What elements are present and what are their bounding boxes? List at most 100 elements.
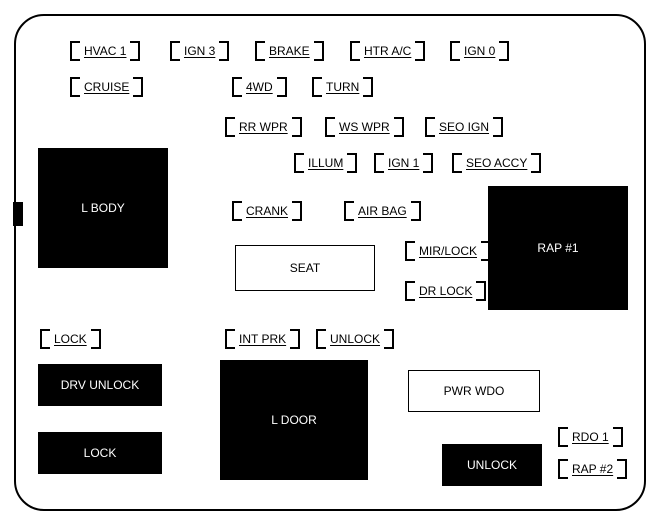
bracket-right-icon [493,117,503,137]
bracket-left-icon [170,41,180,61]
relay-block-drvunlock: DRV UNLOCK [38,364,162,406]
bracket-left-icon [232,77,242,97]
fuse-label: TURN [326,80,359,94]
relay-block-rap1: RAP #1 [488,186,628,310]
fuse-label: SEO IGN [439,120,489,134]
bracket-left-icon [316,329,326,349]
bracket-left-icon [558,427,568,447]
bracket-left-icon [70,77,80,97]
relay-label: DRV UNLOCK [61,378,139,392]
bracket-left-icon [558,459,568,479]
relay-block-seat: SEAT [235,245,375,291]
fuse-slot-ign3: IGN 3 [170,42,229,60]
bracket-left-icon [450,41,460,61]
bracket-right-icon [292,201,302,221]
relay-label: LOCK [84,446,117,460]
relay-label: L DOOR [271,413,317,427]
bracket-right-icon [384,329,394,349]
relay-label: PWR WDO [444,384,505,398]
bracket-right-icon [499,41,509,61]
fuse-slot-4wd: 4WD [232,78,287,96]
bracket-left-icon [425,117,435,137]
bracket-right-icon [292,117,302,137]
fuse-slot-mirlock: MIR/LOCK [405,242,491,260]
fuse-label: BRAKE [269,44,310,58]
bracket-right-icon [91,329,101,349]
bracket-right-icon [423,153,433,173]
bracket-left-icon [350,41,360,61]
fuse-label: HVAC 1 [84,44,126,58]
relay-block-unlock2: UNLOCK [442,444,542,486]
fuse-label: MIR/LOCK [419,244,477,258]
fuse-slot-seoign: SEO IGN [425,118,503,136]
bracket-right-icon [290,329,300,349]
bracket-right-icon [314,41,324,61]
bracket-left-icon [294,153,304,173]
fuse-slot-htrac: HTR A/C [350,42,425,60]
relay-block-lock2: LOCK [38,432,162,474]
bracket-right-icon [394,117,404,137]
fuse-slot-hvac1: HVAC 1 [70,42,140,60]
bracket-right-icon [347,153,357,173]
fuse-slot-airbag: AIR BAG [344,202,421,220]
bracket-right-icon [277,77,287,97]
fuse-label: RR WPR [239,120,288,134]
fuse-slot-ign0: IGN 0 [450,42,509,60]
fuse-slot-illum: ILLUM [294,154,357,172]
fuse-label: IGN 1 [388,156,419,170]
fuse-label: IGN 3 [184,44,215,58]
fuse-slot-turn: TURN [312,78,373,96]
fuse-label: 4WD [246,80,273,94]
fuse-slot-drlock: DR LOCK [405,282,486,300]
bracket-left-icon [452,153,462,173]
fuse-slot-seoaccy: SEO ACCY [452,154,541,172]
fuse-slot-crank: CRANK [232,202,302,220]
bracket-left-icon [232,201,242,221]
relay-block-lbody: L BODY [38,148,168,268]
bracket-right-icon [411,201,421,221]
bracket-left-icon [225,117,235,137]
fuse-label: IGN 0 [464,44,495,58]
fuse-label: CRUISE [84,80,129,94]
panel-tab [13,202,23,226]
bracket-left-icon [312,77,322,97]
fuse-slot-rrwpr: RR WPR [225,118,302,136]
fuse-slot-wswpr: WS WPR [325,118,404,136]
relay-label: UNLOCK [467,458,517,472]
bracket-right-icon [476,281,486,301]
bracket-right-icon [531,153,541,173]
relay-block-pwrwdo: PWR WDO [408,370,540,412]
fuse-label: CRANK [246,204,288,218]
relay-label: RAP #1 [537,241,578,255]
bracket-left-icon [405,241,415,261]
fuse-label: ILLUM [308,156,343,170]
bracket-right-icon [415,41,425,61]
fuse-label: WS WPR [339,120,390,134]
fuse-slot-intprk: INT PRK [225,330,300,348]
fuse-slot-unlock1: UNLOCK [316,330,394,348]
fuse-slot-cruise: CRUISE [70,78,143,96]
relay-block-ldoor: L DOOR [220,360,368,480]
fuse-slot-brake: BRAKE [255,42,324,60]
bracket-left-icon [225,329,235,349]
fuse-slot-lock1: LOCK [40,330,101,348]
bracket-left-icon [344,201,354,221]
relay-label: SEAT [290,261,320,275]
relay-label: L BODY [81,201,125,215]
bracket-left-icon [374,153,384,173]
fuse-label: DR LOCK [419,284,472,298]
bracket-left-icon [325,117,335,137]
fuse-label: UNLOCK [330,332,380,346]
fuse-label: RDO 1 [572,430,609,444]
fuse-label: AIR BAG [358,204,407,218]
fuse-label: RAP #2 [572,462,613,476]
fuse-label: LOCK [54,332,87,346]
fuse-slot-ign1: IGN 1 [374,154,433,172]
fuse-slot-rap2: RAP #2 [558,460,627,478]
bracket-right-icon [613,427,623,447]
fuse-label: INT PRK [239,332,286,346]
bracket-right-icon [219,41,229,61]
fuse-panel: HVAC 1 IGN 3 BRAKE HTR A/C IGN 0 CRUISE 4WD TUR… [0,0,660,525]
bracket-left-icon [70,41,80,61]
bracket-right-icon [130,41,140,61]
